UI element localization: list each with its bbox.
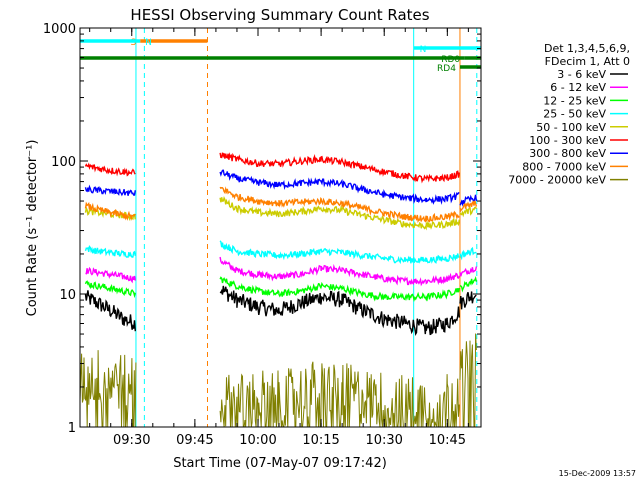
series-7000-20000-kev-segment-2 bbox=[459, 333, 477, 428]
x-axis-label: Start Time (07-May-07 09:17:42) bbox=[173, 456, 387, 471]
timestamp: 15-Dec-2009 13:57 bbox=[559, 469, 636, 478]
x-tick-label-09-45: 09:45 bbox=[176, 433, 213, 448]
series-100-300-kev-segment-1 bbox=[219, 152, 460, 184]
series-800-7000-kev-segment-2 bbox=[459, 200, 478, 213]
y-tick-label-1000: 1000 bbox=[43, 22, 76, 37]
series-300-800-kev-segment-0 bbox=[84, 184, 136, 197]
series-50-100-kev-segment-1 bbox=[219, 196, 460, 231]
series-25-50-kev-segment-1 bbox=[219, 240, 460, 265]
flag-label-rd0-4: RD0 bbox=[441, 55, 460, 65]
series-800-7000-kev-segment-0 bbox=[84, 201, 136, 221]
x-tick-label-10-15: 10:15 bbox=[302, 433, 339, 448]
series-7000-20000-kev-segment-0 bbox=[79, 350, 137, 428]
legend-label-6-12-kev: 6 - 12 keV bbox=[550, 81, 606, 94]
series-300-800-kev-segment-1 bbox=[219, 169, 460, 205]
legend-label-7000-20000-kev: 7000 - 20000 keV bbox=[508, 174, 606, 187]
y-axis-label: Count Rate (s⁻¹ detector⁻¹) bbox=[25, 140, 40, 317]
series-3-6-kev-segment-2 bbox=[459, 291, 477, 310]
flag-label-n-1: N bbox=[145, 38, 152, 48]
y-tick-label-100: 100 bbox=[51, 155, 76, 170]
plot-frame bbox=[79, 27, 482, 428]
x-tick-label-10-30: 10:30 bbox=[365, 433, 402, 448]
x-tick-label-10-45: 10:45 bbox=[429, 433, 466, 448]
flag-label-s-0: S bbox=[130, 38, 136, 48]
legend-label-12-25-kev: 12 - 25 keV bbox=[543, 94, 606, 107]
flag-label-n-2: N bbox=[420, 45, 427, 55]
series-12-25-kev-segment-0 bbox=[84, 280, 136, 299]
series-25-50-kev-segment-2 bbox=[459, 246, 477, 261]
series-800-7000-kev-segment-1 bbox=[219, 186, 460, 224]
legend-header-1: FDecim 1, Att 0 bbox=[545, 55, 630, 68]
legend-label-300-800-kev: 300 - 800 keV bbox=[529, 147, 606, 160]
chart-title: HESSI Observing Summary Count Rates bbox=[130, 6, 429, 24]
series-12-25-kev-segment-2 bbox=[459, 276, 478, 293]
legend: Det 1,3,4,5,6,9,FDecim 1, Att 03 - 6 keV… bbox=[508, 42, 630, 187]
vertical-markers bbox=[135, 28, 478, 427]
y-tick-label-1: 1 bbox=[68, 421, 76, 436]
x-tick-label-09-30: 09:30 bbox=[113, 433, 150, 448]
x-tick-label-10-00: 10:00 bbox=[239, 433, 276, 448]
y-tick-label-10: 10 bbox=[59, 288, 76, 303]
series-12-25-kev-segment-1 bbox=[219, 276, 460, 303]
series-3-6-kev-segment-1 bbox=[219, 285, 460, 336]
flag-label-rd4-5: RD4 bbox=[437, 64, 456, 74]
series-group bbox=[79, 152, 478, 428]
legend-label-25-50-kev: 25 - 50 keV bbox=[543, 108, 606, 121]
series-100-300-kev-segment-0 bbox=[84, 162, 136, 177]
series-6-12-kev-segment-0 bbox=[85, 266, 136, 284]
legend-label-100-300-kev: 100 - 300 keV bbox=[529, 134, 606, 147]
legend-header-0: Det 1,3,4,5,6,9, bbox=[544, 42, 630, 55]
series-50-100-kev-segment-2 bbox=[459, 206, 477, 218]
series-6-12-kev-segment-1 bbox=[219, 256, 460, 287]
series-3-6-kev-segment-0 bbox=[84, 290, 136, 332]
legend-label-3-6-kev: 3 - 6 keV bbox=[557, 68, 606, 81]
axes: 1 10 100 1000 09:30 09:45 10:00 10:15 10:30 10:45 bbox=[43, 22, 481, 448]
legend-label-800-7000-kev: 800 - 7000 keV bbox=[522, 160, 606, 173]
series-6-12-kev-segment-2 bbox=[459, 266, 478, 277]
legend-label-50-100-kev: 50 - 100 keV bbox=[536, 121, 606, 134]
series-25-50-kev-segment-0 bbox=[84, 245, 136, 258]
